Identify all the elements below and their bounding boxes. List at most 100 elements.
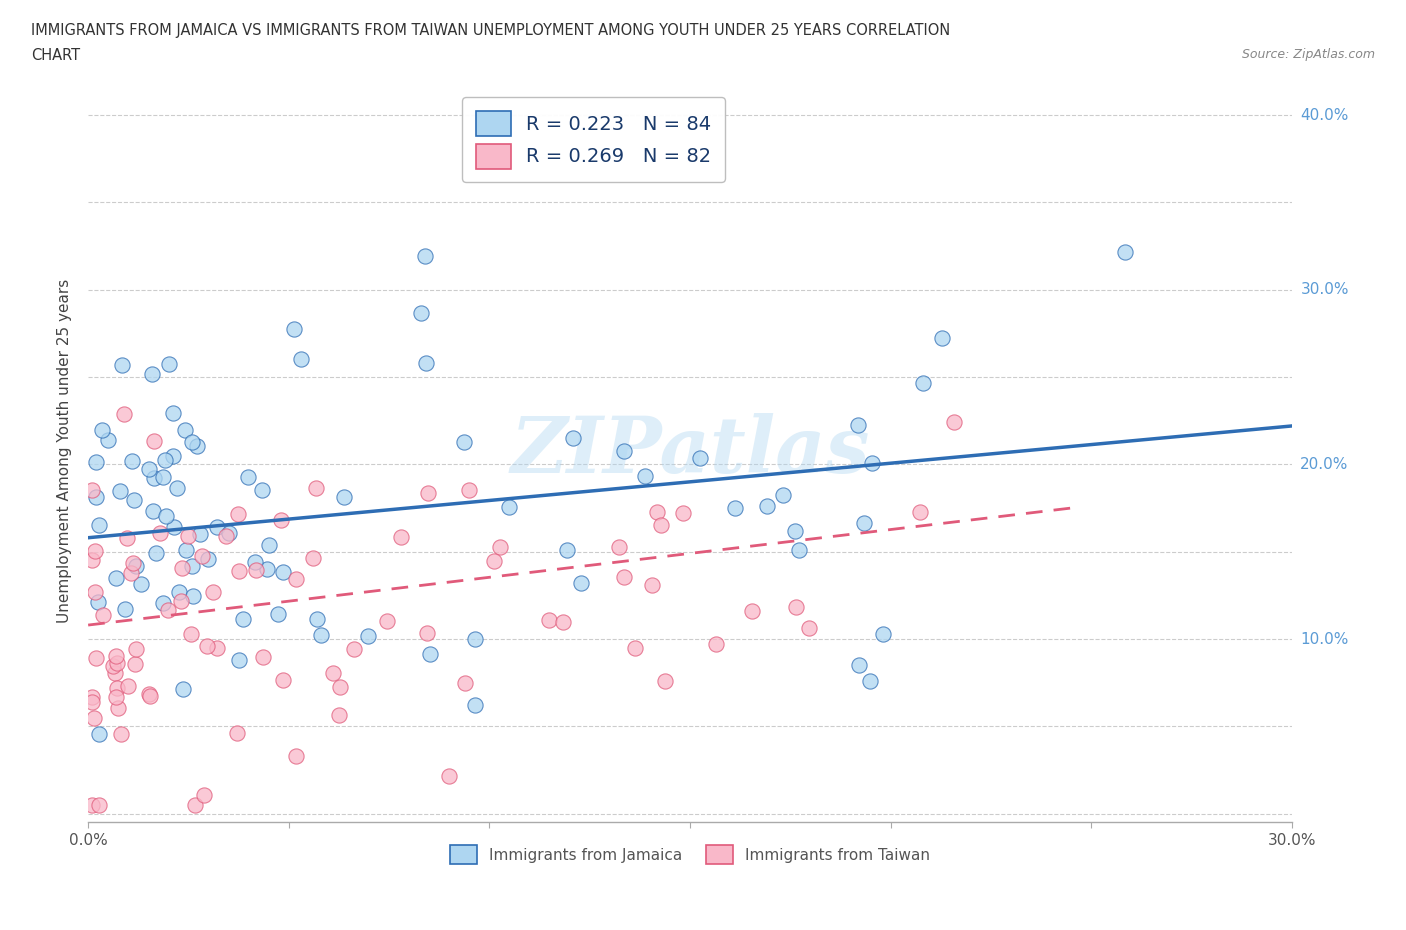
Point bbox=[141, 366, 163, 381]
Point bbox=[225, 725, 247, 740]
Point bbox=[908, 505, 931, 520]
Point bbox=[250, 483, 273, 498]
Point bbox=[785, 600, 807, 615]
Point bbox=[797, 621, 820, 636]
Point bbox=[872, 627, 894, 642]
Point bbox=[848, 658, 870, 672]
Point bbox=[389, 530, 412, 545]
Point bbox=[191, 549, 214, 564]
Point bbox=[197, 551, 219, 566]
Text: 10.0%: 10.0% bbox=[1301, 631, 1348, 646]
Point bbox=[107, 700, 129, 715]
Point bbox=[202, 584, 225, 599]
Point bbox=[142, 471, 165, 485]
Point bbox=[245, 555, 267, 570]
Text: ZIPatlas: ZIPatlas bbox=[510, 413, 870, 489]
Point bbox=[852, 516, 875, 531]
Point bbox=[91, 607, 114, 622]
Point bbox=[458, 483, 481, 498]
Point bbox=[181, 434, 204, 449]
Point bbox=[121, 555, 143, 570]
Point bbox=[613, 569, 636, 584]
Point bbox=[157, 356, 180, 371]
Point bbox=[634, 469, 657, 484]
Point bbox=[672, 506, 695, 521]
Point bbox=[551, 615, 574, 630]
Point bbox=[152, 595, 174, 610]
Point bbox=[177, 528, 200, 543]
Point bbox=[186, 439, 208, 454]
Point bbox=[84, 651, 107, 666]
Text: 30.0%: 30.0% bbox=[1301, 282, 1348, 298]
Point bbox=[464, 632, 486, 647]
Point bbox=[309, 628, 332, 643]
Point bbox=[252, 650, 274, 665]
Point bbox=[89, 517, 111, 532]
Point bbox=[912, 376, 935, 391]
Point bbox=[115, 531, 138, 546]
Point bbox=[342, 641, 364, 656]
Point bbox=[193, 788, 215, 803]
Point bbox=[562, 431, 585, 445]
Point bbox=[464, 698, 486, 712]
Point bbox=[409, 306, 432, 321]
Point bbox=[82, 552, 104, 567]
Point bbox=[290, 352, 312, 366]
Point bbox=[142, 433, 165, 448]
Point bbox=[87, 798, 110, 813]
Point bbox=[84, 489, 107, 504]
Point bbox=[498, 499, 520, 514]
Point bbox=[375, 614, 398, 629]
Point bbox=[329, 680, 352, 695]
Point bbox=[90, 422, 112, 437]
Text: CHART: CHART bbox=[31, 48, 80, 63]
Point bbox=[122, 493, 145, 508]
Point bbox=[257, 537, 280, 551]
Point bbox=[623, 640, 645, 655]
Point bbox=[111, 358, 134, 373]
Point bbox=[163, 520, 186, 535]
Point bbox=[218, 525, 240, 540]
Point bbox=[1114, 245, 1136, 259]
Point bbox=[110, 484, 132, 498]
Point bbox=[488, 539, 510, 554]
Point bbox=[138, 688, 160, 703]
Point bbox=[453, 434, 475, 449]
Point bbox=[197, 638, 219, 653]
Point bbox=[607, 540, 630, 555]
Point bbox=[689, 450, 711, 465]
Point bbox=[569, 576, 592, 591]
Point bbox=[650, 518, 672, 533]
Text: Source: ZipAtlas.com: Source: ZipAtlas.com bbox=[1241, 48, 1375, 61]
Point bbox=[162, 448, 184, 463]
Point bbox=[454, 675, 477, 690]
Point bbox=[943, 414, 966, 429]
Point bbox=[305, 481, 328, 496]
Point bbox=[180, 626, 202, 641]
Point bbox=[105, 649, 128, 664]
Point bbox=[121, 454, 143, 469]
Point bbox=[117, 679, 139, 694]
Point bbox=[419, 646, 441, 661]
Point bbox=[125, 642, 148, 657]
Point bbox=[83, 543, 105, 558]
Point bbox=[156, 603, 179, 618]
Point bbox=[172, 561, 194, 576]
Point bbox=[245, 563, 267, 578]
Point bbox=[205, 640, 228, 655]
Point bbox=[162, 405, 184, 420]
Point bbox=[104, 666, 127, 681]
Point bbox=[145, 546, 167, 561]
Point bbox=[741, 604, 763, 618]
Point bbox=[772, 487, 794, 502]
Point bbox=[174, 422, 197, 437]
Point bbox=[557, 543, 579, 558]
Point bbox=[415, 626, 437, 641]
Point bbox=[155, 453, 177, 468]
Point bbox=[641, 578, 664, 592]
Point bbox=[138, 687, 160, 702]
Point bbox=[654, 674, 676, 689]
Point bbox=[87, 595, 110, 610]
Point bbox=[172, 681, 194, 696]
Point bbox=[205, 520, 228, 535]
